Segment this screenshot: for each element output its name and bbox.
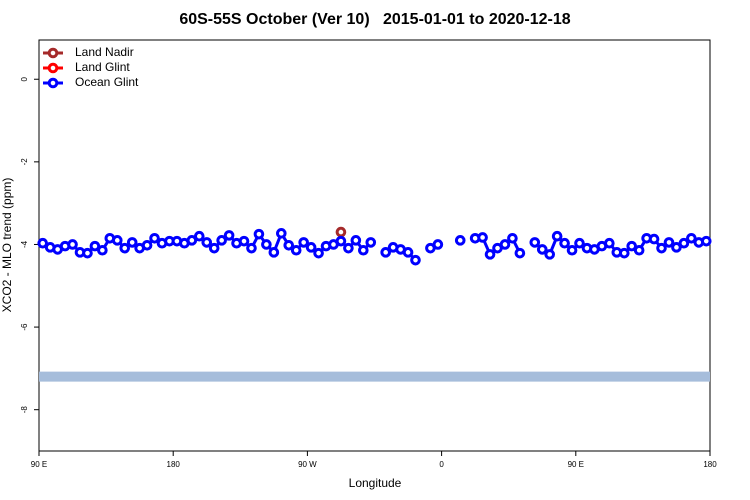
data-point — [477, 232, 488, 243]
x-tick-label: 90 E — [568, 460, 584, 469]
data-point — [208, 242, 220, 254]
data-point — [283, 239, 295, 251]
data-point — [111, 235, 123, 246]
data-point — [626, 240, 638, 252]
data-point — [365, 237, 377, 248]
legend-label: Land Glint — [75, 60, 130, 74]
data-point — [499, 239, 511, 250]
chart-title: 60S-55S October (Ver 10) 2015-01-01 to 2… — [179, 11, 570, 28]
data-point — [335, 226, 347, 238]
data-point — [432, 239, 444, 250]
data-point — [253, 228, 265, 240]
x-tick-label: 90 W — [298, 460, 317, 469]
y-tick-label: -8 — [20, 406, 29, 414]
data-point — [507, 232, 518, 244]
data-point — [238, 235, 250, 247]
data-point — [484, 249, 496, 260]
data-point — [343, 242, 354, 254]
data-point — [223, 230, 235, 241]
data-point — [358, 244, 369, 256]
data-point — [305, 242, 317, 253]
data-point — [37, 237, 49, 249]
data-point — [335, 235, 347, 247]
data-point — [97, 244, 108, 256]
y-axis-label: XCO2 - MLO trend (ppm) — [0, 178, 14, 313]
data-point — [410, 254, 421, 266]
data-point — [290, 244, 302, 256]
y-tick-label: -2 — [20, 158, 29, 166]
data-point — [141, 239, 153, 251]
data-point — [193, 230, 205, 242]
data-point — [126, 237, 138, 248]
x-tick-label: 180 — [167, 460, 181, 469]
x-tick-label: 180 — [703, 460, 717, 469]
data-point — [89, 240, 101, 252]
data-point — [566, 244, 578, 256]
y-tick-label: 0 — [20, 76, 29, 81]
data-point — [402, 247, 414, 258]
data-point — [536, 244, 548, 255]
data-point — [514, 247, 526, 259]
x-tick-label: 90 E — [31, 460, 47, 469]
y-tick-label: -6 — [20, 323, 29, 331]
legend-label: Ocean Glint — [75, 75, 139, 89]
data-point — [67, 239, 78, 250]
data-point — [350, 235, 362, 246]
data-point — [656, 242, 667, 254]
data-point — [82, 247, 93, 259]
data-point — [551, 230, 563, 242]
data-point — [380, 247, 391, 258]
data-point — [529, 237, 541, 248]
data-point — [454, 235, 466, 246]
data-point — [276, 228, 287, 239]
data-point — [313, 247, 324, 259]
data-point — [261, 239, 272, 250]
data-point — [671, 242, 682, 253]
data-point — [574, 237, 585, 249]
data-point — [186, 235, 198, 246]
data-point — [298, 237, 309, 248]
legend-label: Land Nadir — [75, 45, 134, 59]
data-point — [700, 235, 712, 247]
data-point — [633, 244, 645, 256]
data-point — [268, 247, 280, 258]
legend-marker — [47, 62, 59, 74]
data-point — [201, 237, 213, 248]
data-point — [618, 247, 630, 259]
x-tick-label: 0 — [439, 460, 444, 469]
data-point — [149, 232, 160, 244]
x-axis-label: Longitude — [349, 476, 402, 490]
data-point — [648, 233, 660, 245]
data-point — [216, 235, 227, 246]
legend-marker — [47, 47, 59, 59]
data-point — [678, 237, 690, 249]
data-point — [663, 237, 675, 248]
legend-marker — [47, 77, 59, 89]
data-point — [246, 242, 257, 254]
data-point — [559, 237, 570, 249]
data-point — [544, 249, 556, 260]
data-point — [119, 242, 131, 254]
data-point — [604, 237, 615, 249]
y-tick-label: -4 — [20, 240, 29, 248]
data-point — [686, 232, 697, 244]
